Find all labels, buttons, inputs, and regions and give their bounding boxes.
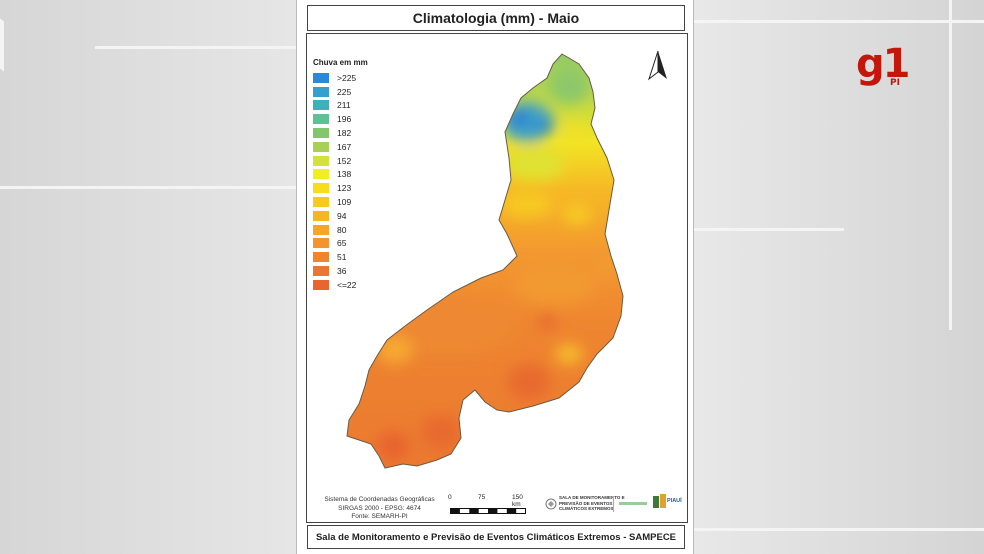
legend-item: 182	[313, 126, 368, 140]
legend-item: 65	[313, 237, 368, 251]
g1-logo: g1 PI	[856, 41, 910, 88]
legend-title: Chuva em mm	[313, 58, 368, 67]
legend-label: 65	[337, 238, 347, 249]
decor-line	[95, 46, 296, 49]
legend-item: 167	[313, 140, 368, 154]
coord-system-line: SIRGAS 2000 - EPSG: 4674	[338, 504, 421, 512]
legend-label: 80	[337, 224, 347, 235]
legend-item: 109	[313, 195, 368, 209]
scale-bar-graphic	[450, 508, 526, 514]
decor-line	[949, 0, 952, 330]
map-area: Chuva em mm >225 225 211 196 182 167 152 138 123…	[306, 33, 688, 523]
legend-item: 138	[313, 168, 368, 182]
coord-system-line: Fonte: SEMARH-PI	[351, 513, 408, 520]
legend-label: 225	[337, 86, 352, 97]
state-map	[346, 53, 624, 469]
legend-item: 80	[313, 223, 368, 237]
legend-swatch	[313, 197, 329, 208]
coordinate-system-note: Sistema de Coordenadas Geográficas SIRGA…	[307, 496, 452, 522]
map-footer: Sala de Monitoramento e Previsão de Even…	[307, 525, 685, 549]
legend-label: 182	[337, 128, 352, 139]
legend-label: 109	[337, 197, 352, 208]
sampece-logo-icon	[545, 498, 557, 510]
legend-label: 211	[337, 100, 351, 111]
background-left	[0, 0, 296, 554]
legend-swatch	[313, 141, 329, 152]
legend-item: 123	[313, 181, 368, 195]
legend: Chuva em mm >225 225 211 196 182 167 152 138 123…	[313, 58, 368, 292]
scale-label: 150 km	[512, 494, 523, 508]
g1-region: PI	[890, 78, 900, 88]
legend-item: 225	[313, 85, 368, 99]
legend-swatch	[313, 128, 329, 139]
legend-label: 94	[337, 210, 347, 221]
legend-item: 196	[313, 112, 368, 126]
scale-label: 75	[478, 494, 486, 501]
map-title: Climatologia (mm) - Maio	[307, 5, 685, 31]
legend-item: 211	[313, 99, 368, 113]
decor-line	[694, 20, 984, 23]
legend-item: 36	[313, 264, 368, 278]
institution-logos: SALA DE MONITORAMENTO E PREVISÃO DE EVEN…	[545, 492, 683, 516]
legend-item: 51	[313, 250, 368, 264]
state-border	[346, 53, 624, 469]
legend-label: 138	[337, 169, 352, 180]
legend-label: 36	[337, 266, 347, 277]
legend-label: 51	[337, 252, 347, 263]
logo-divider	[613, 496, 614, 512]
legend-item: 94	[313, 209, 368, 223]
legend-swatch	[313, 72, 329, 83]
legend-item: <=22	[313, 278, 368, 292]
legend-swatch	[313, 210, 329, 221]
legend-swatch	[313, 155, 329, 166]
legend-swatch	[313, 114, 329, 125]
legend-items: >225 225 211 196 182 167 152 138 123 109 94 80 65 51 3…	[313, 71, 368, 292]
legend-swatch	[313, 183, 329, 194]
legend-swatch	[313, 86, 329, 97]
piaui-flag-icon	[653, 494, 666, 508]
legend-swatch	[313, 224, 329, 235]
decor-line	[0, 18, 4, 72]
legend-label: 196	[337, 114, 352, 125]
scale-label: 0	[448, 494, 452, 501]
legend-label: >225	[337, 72, 357, 83]
state-logo-text: PIAUÍ	[667, 498, 682, 504]
legend-swatch	[313, 100, 329, 111]
decor-line	[694, 528, 984, 531]
legend-swatch	[313, 266, 329, 277]
legend-item: 152	[313, 154, 368, 168]
legend-swatch	[313, 279, 329, 290]
decor-line	[0, 186, 296, 189]
sampece-logo-text: SALA DE MONITORAMENTO E PREVISÃO DE EVEN…	[559, 495, 625, 511]
legend-label: 123	[337, 183, 352, 194]
legend-swatch	[313, 252, 329, 263]
legend-label: <=22	[337, 279, 357, 290]
north-arrow-icon	[648, 50, 667, 81]
decor-line	[694, 228, 844, 231]
legend-swatch	[313, 169, 329, 180]
g1-brand: g1	[856, 41, 910, 87]
legend-label: 167	[337, 141, 352, 152]
coord-system-line: Sistema de Coordenadas Geográficas	[324, 496, 435, 503]
map-sheet: Climatologia (mm) - Maio	[296, 0, 694, 554]
background-right	[694, 0, 984, 554]
semarh-logo	[619, 502, 647, 505]
legend-swatch	[313, 238, 329, 249]
legend-item: >225	[313, 71, 368, 85]
legend-label: 152	[337, 155, 352, 166]
